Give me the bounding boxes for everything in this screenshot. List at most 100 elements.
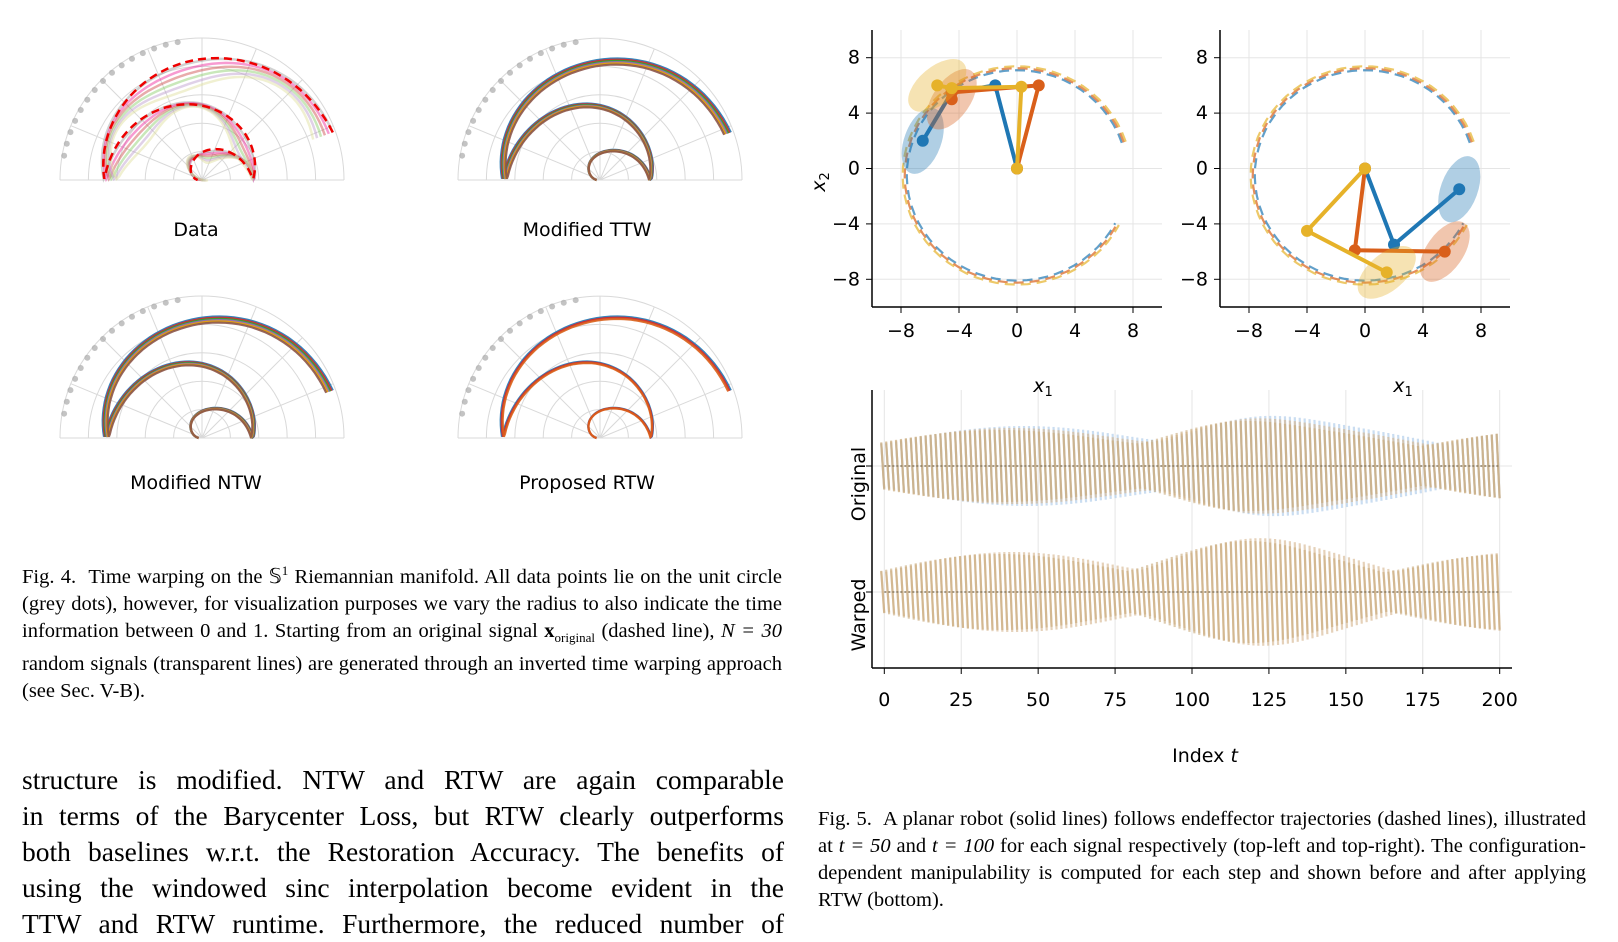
- unit-circle-dot: [549, 303, 556, 310]
- fig5-bottom-xlabel: Index t: [1172, 745, 1239, 767]
- x-tick-label: 125: [1251, 689, 1287, 711]
- oscillation-stroke: [1421, 564, 1427, 620]
- unit-circle-dot: [498, 78, 505, 85]
- unit-circle-dot: [77, 365, 84, 371]
- oscillation-stroke: [885, 569, 891, 615]
- x-tick-label: 8: [1127, 320, 1139, 342]
- y-tick-label: 4: [848, 102, 860, 124]
- oscillation-stroke: [1288, 546, 1294, 638]
- unit-circle-dot: [72, 117, 79, 124]
- oscillation-stroke: [1229, 541, 1235, 643]
- robot-joint: [1388, 238, 1400, 251]
- unit-circle-dot: [527, 313, 533, 320]
- oscillation-stroke: [1096, 565, 1102, 619]
- oscillation-stroke: [1057, 433, 1063, 499]
- x-tick-label: 0: [1359, 320, 1371, 342]
- oscillation-stroke: [993, 554, 999, 630]
- unit-circle-dot: [91, 87, 98, 94]
- oscillation-stroke: [1032, 555, 1038, 629]
- oscillation-stroke: [1308, 551, 1314, 633]
- signal-line: [500, 316, 731, 440]
- body-paragraph: structure is modified. NTW and RTW are a…: [22, 764, 784, 939]
- polar-label-data: Data: [173, 219, 219, 241]
- oscillation-stroke: [1052, 557, 1058, 627]
- x-tick-label: 75: [1103, 689, 1127, 711]
- oscillation-stroke: [944, 558, 950, 626]
- x-tick-label: −8: [1235, 320, 1263, 342]
- unit-circle-dot: [482, 354, 489, 361]
- signal-line: [103, 317, 332, 440]
- oscillation-stroke: [993, 429, 999, 503]
- unit-circle-dot: [470, 375, 477, 382]
- oscillation-stroke: [1357, 435, 1363, 497]
- signal-line: [106, 321, 328, 440]
- y-tick-label: −8: [1180, 268, 1208, 290]
- oscillation-stroke: [1249, 540, 1255, 644]
- oscillation-stroke: [1328, 556, 1334, 628]
- oscillation-stroke: [1224, 422, 1230, 510]
- oscillation-stroke: [885, 441, 891, 491]
- unit-circle-dot: [482, 96, 489, 103]
- unit-circle-dot: [507, 327, 514, 334]
- polar-spoke: [468, 383, 601, 439]
- polar-spoke: [599, 79, 701, 181]
- polar-spoke: [499, 79, 601, 181]
- oscillation-stroke: [1077, 561, 1083, 623]
- oscillation-stroke: [1308, 427, 1314, 505]
- oscillation-stroke: [988, 554, 994, 630]
- oscillation-stroke: [973, 430, 979, 502]
- polar-spoke: [201, 79, 303, 181]
- oscillation-stroke: [899, 566, 906, 618]
- oscillation-stroke: [1397, 569, 1403, 615]
- unit-circle-dot: [459, 152, 466, 159]
- unit-circle-dot: [465, 387, 472, 394]
- oscillation-stroke: [1480, 435, 1486, 497]
- unit-circle-dot: [139, 50, 146, 57]
- oscillation-stroke: [1032, 431, 1038, 501]
- unit-circle-dot: [174, 297, 181, 304]
- unit-circle-dot: [118, 320, 125, 327]
- oscillation-stroke: [1475, 436, 1482, 496]
- y-tick-label: −8: [832, 268, 860, 290]
- oscillation-stroke: [880, 570, 886, 614]
- oscillation-stroke: [1347, 562, 1354, 622]
- polar-spoke: [599, 383, 732, 439]
- signal-line: [102, 61, 330, 184]
- polar-spoke: [201, 383, 334, 439]
- oscillation-stroke: [1141, 566, 1147, 618]
- robot-arm: [936, 83, 1024, 169]
- x-tick-label: 175: [1405, 689, 1441, 711]
- signal-line: [504, 63, 726, 182]
- oscillation-stroke: [1461, 438, 1467, 494]
- oscillation-stroke: [1027, 555, 1034, 629]
- oscillation-stroke: [1077, 435, 1083, 497]
- fig4-caption: Fig. 4. Time warping on the 𝕊1 Riemannia…: [22, 563, 783, 702]
- polar-panel: [457, 37, 743, 182]
- polar-label-modified-ttw: Modified TTW: [522, 219, 652, 241]
- oscillation-stroke: [944, 432, 950, 500]
- unit-circle-dot: [475, 365, 482, 371]
- oscillation-stroke: [1264, 541, 1270, 643]
- oscillation-stroke: [1116, 569, 1122, 615]
- oscillation-stroke: [1180, 431, 1186, 501]
- x-tick-label: 4: [1417, 320, 1429, 342]
- oscillation-stroke: [949, 432, 955, 500]
- unit-circle-dot: [67, 387, 74, 394]
- oscillation-stroke: [1357, 565, 1363, 619]
- oscillation-stroke: [973, 554, 979, 630]
- unit-circle-dot: [151, 45, 158, 52]
- oscillation-stroke: [1027, 430, 1034, 502]
- signal-line: [102, 316, 333, 440]
- unit-circle-dot: [459, 410, 466, 417]
- oscillation-stroke: [1313, 428, 1319, 504]
- oscillation-stroke: [1219, 422, 1226, 510]
- robot-joint: [916, 134, 929, 147]
- unit-circle-dot: [84, 96, 91, 103]
- polar-spoke: [599, 306, 655, 439]
- oscillation-stroke: [929, 560, 935, 624]
- y-tick-label: −4: [1180, 213, 1208, 235]
- oscillation-stroke: [1013, 554, 1019, 630]
- robot-joint: [945, 82, 958, 95]
- polar-panel: [59, 295, 345, 440]
- unit-circle-dot: [537, 308, 544, 315]
